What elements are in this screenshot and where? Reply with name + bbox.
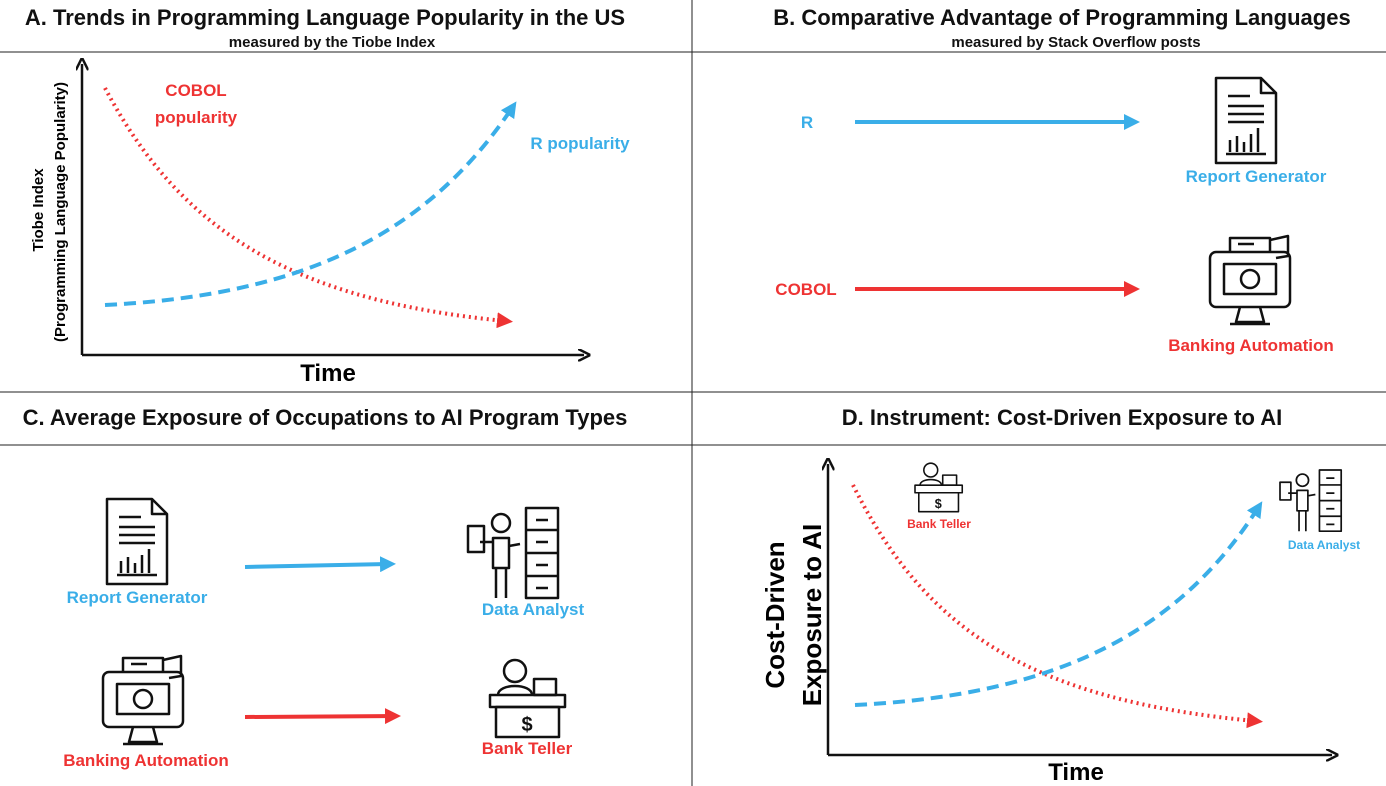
panel-subtitle: measured by the Tiobe Index xyxy=(229,34,436,51)
program-label: Report Generator xyxy=(1186,167,1327,186)
arrow xyxy=(244,708,401,725)
language-label: R xyxy=(801,113,813,132)
annotation: popularity xyxy=(155,108,238,127)
program-label: Banking Automation xyxy=(63,751,229,770)
axes xyxy=(82,64,584,355)
panel-title: B. Comparative Advantage of Programming … xyxy=(773,5,1350,30)
panel-title: D. Instrument: Cost-Driven Exposure to A… xyxy=(842,405,1282,430)
y-axis-label: Exposure to AI xyxy=(797,524,827,707)
analyst-icon xyxy=(1279,469,1343,533)
annotation: R popularity xyxy=(530,134,630,153)
axes xyxy=(828,464,1332,755)
y-axis-label: (Programming Language Popularity) xyxy=(52,82,69,342)
program-label: Banking Automation xyxy=(1168,336,1334,355)
teller-icon xyxy=(914,462,964,513)
banking-icon xyxy=(101,654,185,746)
y-axis-label: Tiobe Index xyxy=(30,168,47,252)
analyst-icon xyxy=(466,506,560,600)
panel-title: C. Average Exposure of Occupations to AI… xyxy=(23,405,628,430)
program-label: Report Generator xyxy=(67,588,208,607)
annotation: Bank Teller xyxy=(907,517,971,531)
analyst-icon xyxy=(1279,469,1343,533)
report-icon xyxy=(105,497,169,586)
language-label: COBOL xyxy=(775,280,836,299)
occupation-label: Bank Teller xyxy=(482,739,573,758)
annotation: COBOL xyxy=(165,81,226,100)
teller-icon xyxy=(914,462,964,513)
panel-subtitle: measured by Stack Overflow posts xyxy=(951,34,1200,51)
annotation: Data Analyst xyxy=(1288,538,1360,552)
cobol-curve xyxy=(103,87,513,329)
r-curve xyxy=(104,101,517,307)
analyst-curve xyxy=(854,501,1263,707)
panel-title: A. Trends in Programming Language Popula… xyxy=(25,5,625,30)
arrow xyxy=(244,556,396,573)
teller-icon xyxy=(488,658,567,739)
x-axis-label: Time xyxy=(1048,759,1104,786)
banking-icon xyxy=(1208,234,1292,326)
report-icon xyxy=(1214,76,1278,165)
y-axis-label: Cost-Driven xyxy=(760,541,790,688)
x-axis-label: Time xyxy=(300,360,356,387)
occupation-label: Data Analyst xyxy=(482,600,585,619)
